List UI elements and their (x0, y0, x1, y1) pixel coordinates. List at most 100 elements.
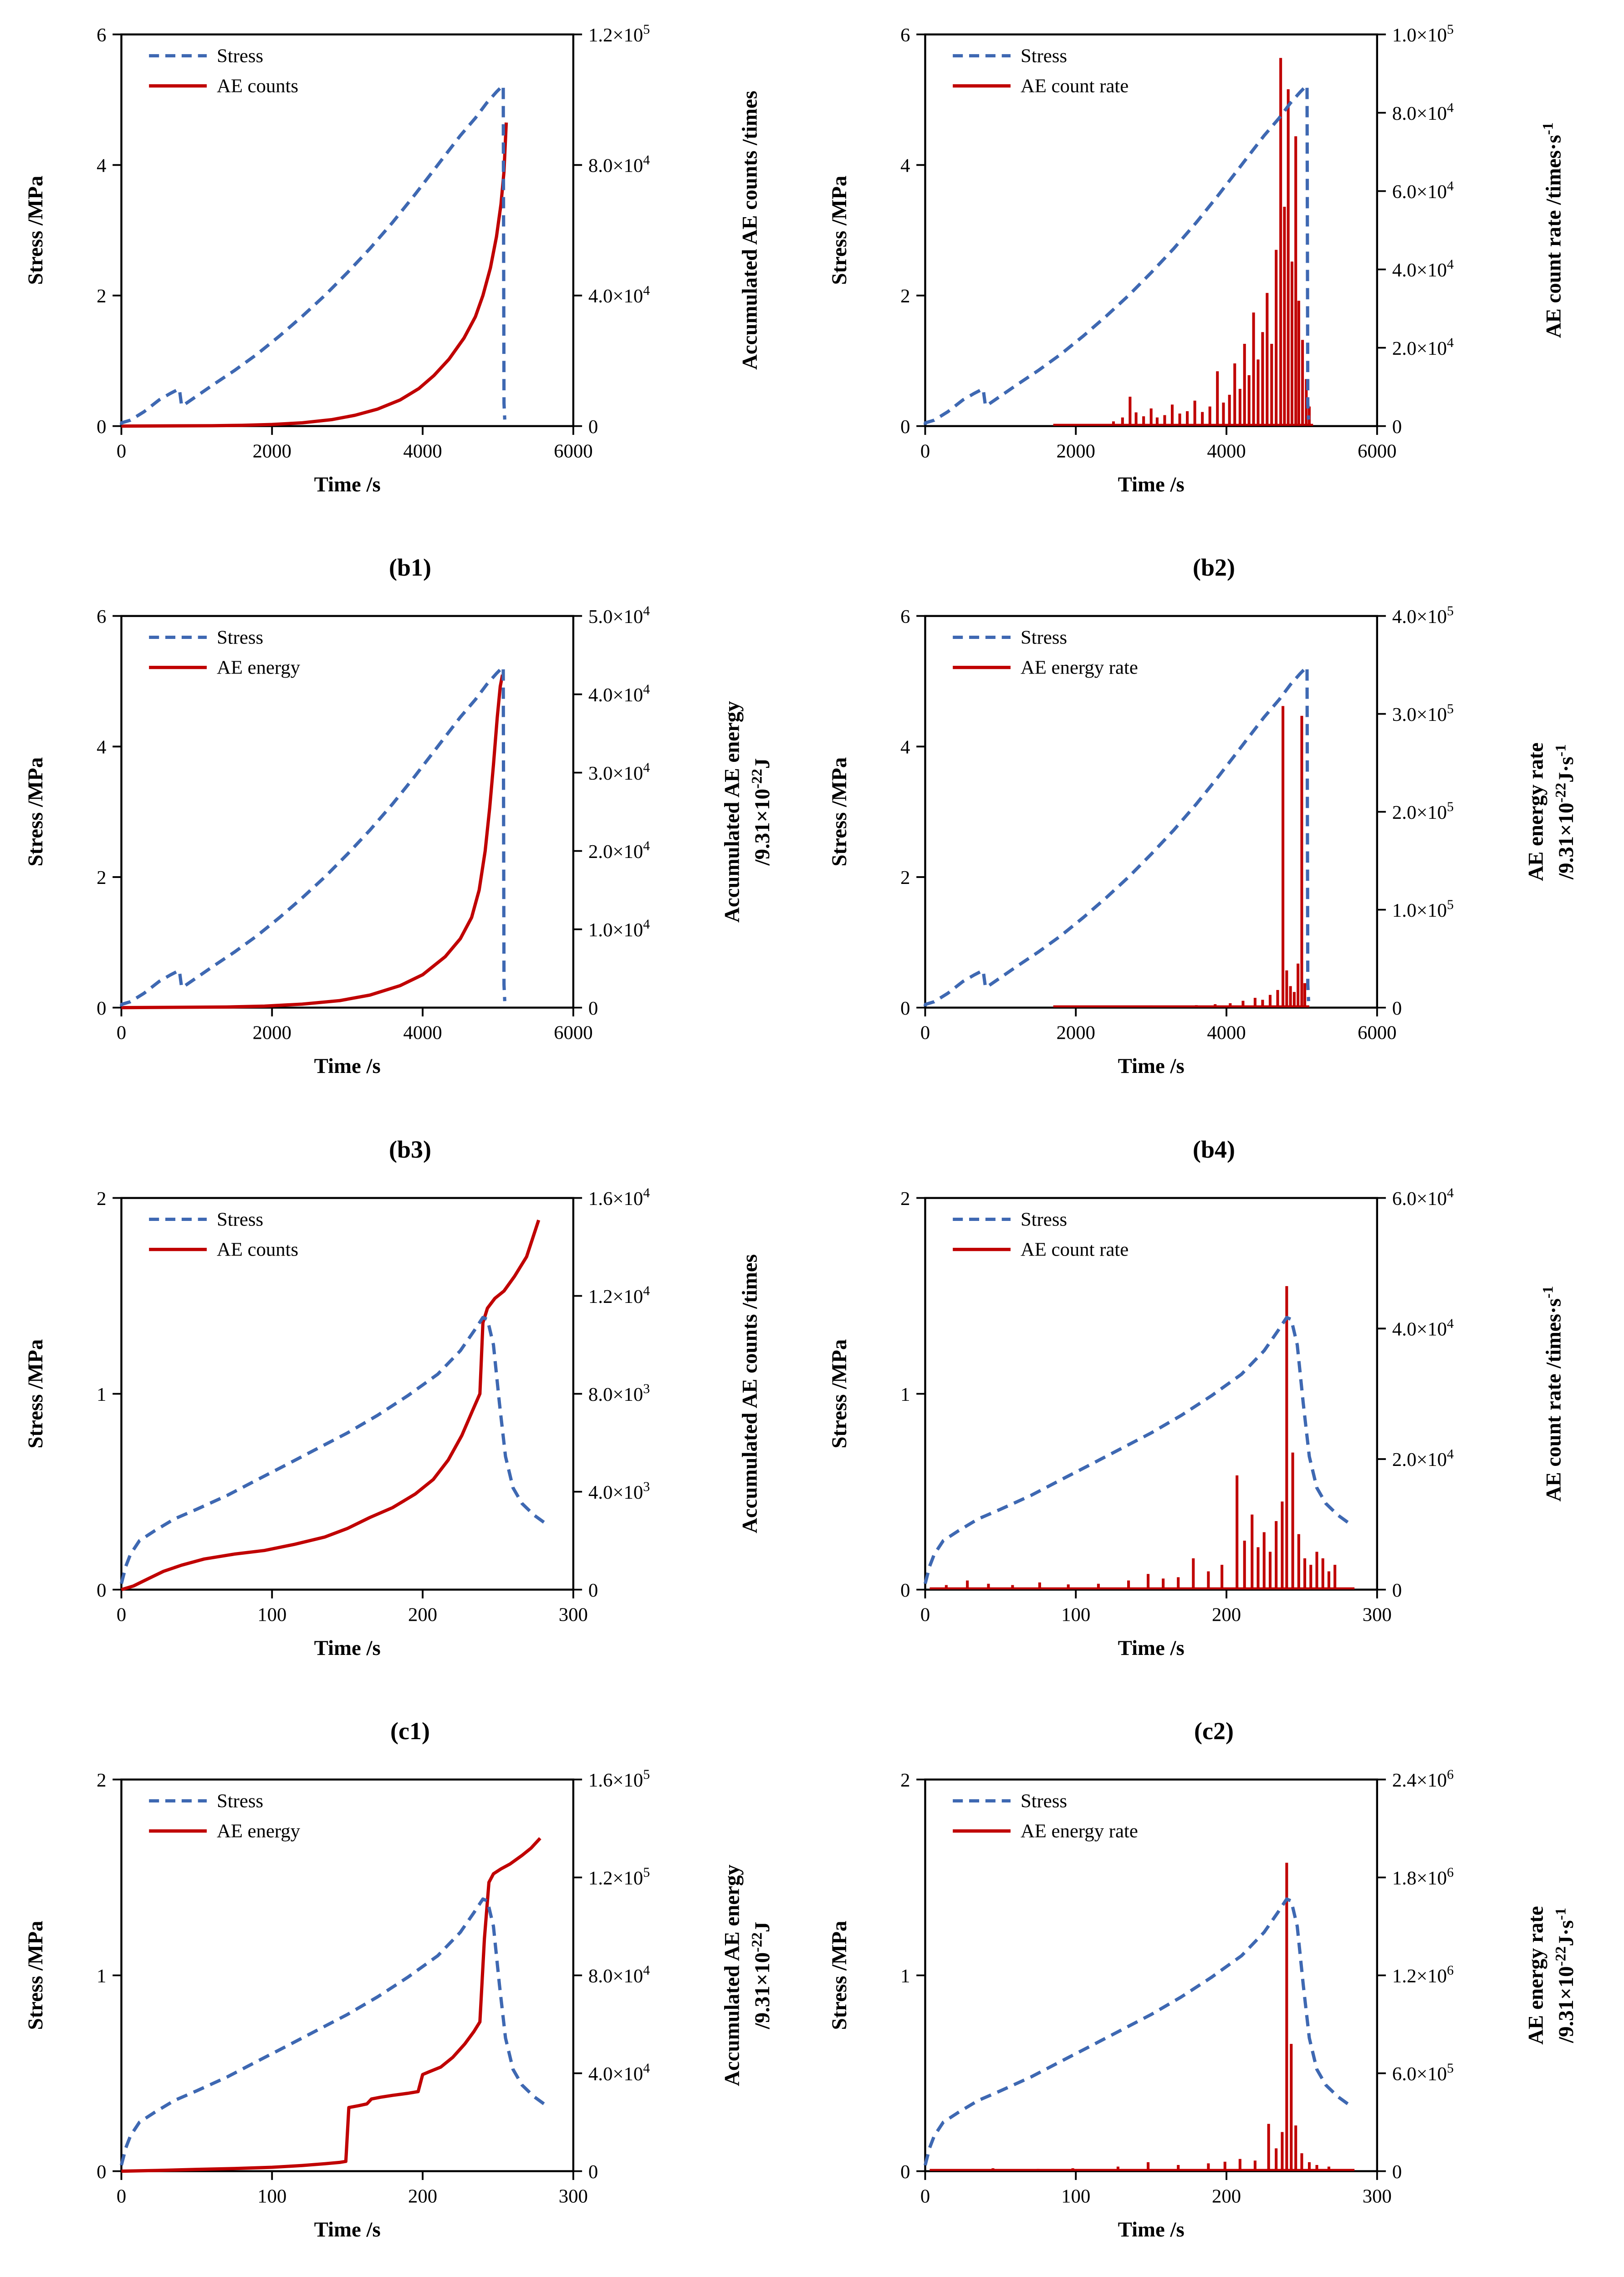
x-axis-label: Time /s (1118, 1054, 1185, 1078)
y-right-tick-label: 2.4×106 (1392, 1767, 1454, 1791)
legend-label-ae: AE energy (217, 1820, 301, 1842)
x-tick-label: 4000 (1207, 1022, 1246, 1044)
y-right-tick-label: 8.0×104 (588, 153, 650, 177)
y-left-tick-label: 0 (97, 998, 106, 1019)
y-right-tick-label: 6.0×104 (1392, 1185, 1454, 1210)
legend-label-ae: AE counts (217, 1239, 298, 1260)
y-right-axis-label: AE count rate /times·s-1 (1540, 123, 1566, 338)
y-right-tick-label: 6.0×105 (1392, 2061, 1454, 2085)
legend-label-stress: Stress (1021, 627, 1067, 648)
y-left-tick-label: 2 (900, 1770, 910, 1791)
stress-curve (924, 1897, 1353, 2166)
x-tick-label: 200 (1212, 2185, 1241, 2207)
x-tick-label: 0 (920, 2185, 930, 2207)
y-right-tick-label: 1.2×105 (588, 1865, 650, 1889)
y-left-tick-label: 0 (900, 416, 910, 438)
y-right-tick-label: 8.0×104 (1392, 100, 1454, 124)
x-tick-label: 4000 (403, 1022, 442, 1044)
x-tick-label: 300 (1363, 1604, 1392, 1625)
legend-label-ae: AE energy rate (1021, 657, 1138, 679)
plot-frame (924, 33, 1379, 427)
y-right-tick-label: 1.6×104 (588, 1185, 650, 1210)
y-right-tick-label: 8.0×104 (588, 1963, 650, 1987)
y-right-tick-label: 1.2×104 (588, 1283, 650, 1307)
x-axis-label: Time /s (1118, 473, 1185, 496)
legend-label-stress: Stress (1021, 1790, 1067, 1812)
x-tick-label: 4000 (1207, 441, 1246, 462)
y-left-axis-label: Stress /MPa (24, 176, 47, 285)
stress-curve (119, 83, 506, 425)
plot-frame (120, 33, 575, 427)
y-left-tick-label: 0 (900, 998, 910, 1019)
y-left-tick-label: 2 (97, 867, 106, 888)
x-tick-label: 200 (408, 1604, 437, 1625)
y-left-tick-label: 0 (97, 416, 106, 438)
legend-label-ae: AE counts (217, 75, 298, 97)
y-right-axis-label-line2: /9.31×10-22J (749, 1922, 774, 2030)
chart-b2: 0 2000 4000 6000 0 2 4 6 0 2.0×104 4.0×104 6.0×104 8… (827, 22, 1566, 496)
x-tick-label: 0 (117, 1604, 126, 1625)
y-right-axis-label-line2: /9.31×10-22J·s-1 (1553, 744, 1578, 880)
y-left-axis-label: Stress /MPa (24, 1339, 47, 1448)
x-axis-label: Time /s (1118, 2218, 1185, 2241)
ae-curve (121, 1219, 541, 1591)
chart-panel-c1: 0 100 200 300 0 1 2 0 4.0×103 8.0×103 1.2×104 1.6×1… (21, 1175, 799, 1754)
chart-panel-b3: 0 2000 4000 6000 0 2 4 6 0 1.0×104 2.0×104 3.0×104 4… (21, 593, 799, 1172)
x-tick-label: 300 (559, 1604, 588, 1625)
y-right-tick-label: 5.0×104 (588, 604, 650, 628)
y-left-tick-label: 2 (97, 286, 106, 307)
y-left-tick-label: 6 (900, 606, 910, 628)
x-tick-label: 0 (920, 441, 930, 462)
y-right-axis-label-line1: Accumulated AE energy (720, 701, 744, 923)
legend-label-stress: Stress (217, 45, 263, 66)
chart-b1: 0 2000 4000 6000 0 2 4 6 0 4.0×104 8.0×104 1.2×105 T… (24, 22, 761, 496)
legend-label-stress: Stress (217, 1790, 263, 1812)
chart-panel-b1: 0 2000 4000 6000 0 2 4 6 0 4.0×104 8.0×104 1.2×105 T… (21, 12, 799, 591)
panel-label-c1: (c1) (390, 1717, 430, 1745)
y-right-tick-label: 2.0×104 (588, 839, 650, 863)
x-tick-label: 2000 (1057, 1022, 1095, 1044)
chart-b3: 0 2000 4000 6000 0 2 4 6 0 1.0×104 2.0×104 3.0×104 4… (24, 604, 774, 1078)
y-right-tick-label: 4.0×104 (588, 2061, 650, 2085)
chart-panel-c2: 0 100 200 300 0 1 2 0 2.0×104 4.0×104 6.0×104 Time … (825, 1175, 1603, 1754)
y-left-tick-label: 4 (900, 155, 910, 176)
panel-label-b1: (b1) (388, 554, 431, 582)
stress-curve (120, 1897, 549, 2166)
stress-curve (119, 665, 506, 1007)
y-right-tick-label: 0 (588, 2161, 598, 2183)
x-axis-label: Time /s (314, 1636, 381, 1659)
y-left-tick-label: 4 (97, 737, 106, 758)
y-left-tick-label: 4 (900, 737, 910, 758)
x-tick-label: 0 (117, 2185, 126, 2207)
y-right-tick-label: 2.0×104 (1392, 335, 1454, 359)
legend-label-ae: AE count rate (1021, 75, 1129, 97)
y-left-axis-label: Stress /MPa (827, 1921, 851, 2030)
y-right-tick-label: 4.0×104 (588, 682, 650, 706)
x-tick-label: 200 (408, 2185, 437, 2207)
plot-frame (924, 1196, 1379, 1591)
y-left-axis-label: Stress /MPa (827, 757, 851, 867)
y-right-tick-label: 4.0×104 (1392, 257, 1454, 281)
y-left-tick-label: 1 (900, 1384, 910, 1405)
x-tick-label: 0 (920, 1604, 930, 1625)
y-right-tick-label: 0 (588, 416, 598, 438)
chart-b4: 0 2000 4000 6000 0 2 4 6 0 1.0×105 2.0×105 3.0×105 4… (827, 604, 1578, 1078)
legend-label-stress: Stress (1021, 45, 1067, 66)
legend-label-stress: Stress (1021, 1209, 1067, 1230)
chart-panel-b2: 0 2000 4000 6000 0 2 4 6 0 2.0×104 4.0×104 6.0×104 8… (825, 12, 1603, 591)
x-tick-label: 300 (559, 2185, 588, 2207)
y-left-axis-label: Stress /MPa (827, 176, 851, 285)
y-left-tick-label: 0 (97, 2161, 106, 2183)
y-right-tick-label: 6.0×104 (1392, 179, 1454, 203)
panel-label-b4: (b4) (1192, 1135, 1235, 1163)
y-right-tick-label: 0 (1392, 998, 1402, 1019)
legend-label-stress: Stress (217, 627, 263, 648)
y-right-tick-label: 4.0×104 (588, 283, 650, 307)
panel-label-b3: (b3) (388, 1135, 431, 1163)
ae-curve (121, 122, 508, 428)
y-left-tick-label: 4 (97, 155, 106, 176)
legend-label-ae: AE energy rate (1021, 1820, 1138, 1842)
x-tick-label: 6000 (1358, 1022, 1396, 1044)
chart-c2: 0 100 200 30001202.0×1044.0×1046.0×104Time … (827, 1185, 1565, 1660)
y-right-axis-label-line2: /9.31×10-22J (749, 758, 774, 866)
